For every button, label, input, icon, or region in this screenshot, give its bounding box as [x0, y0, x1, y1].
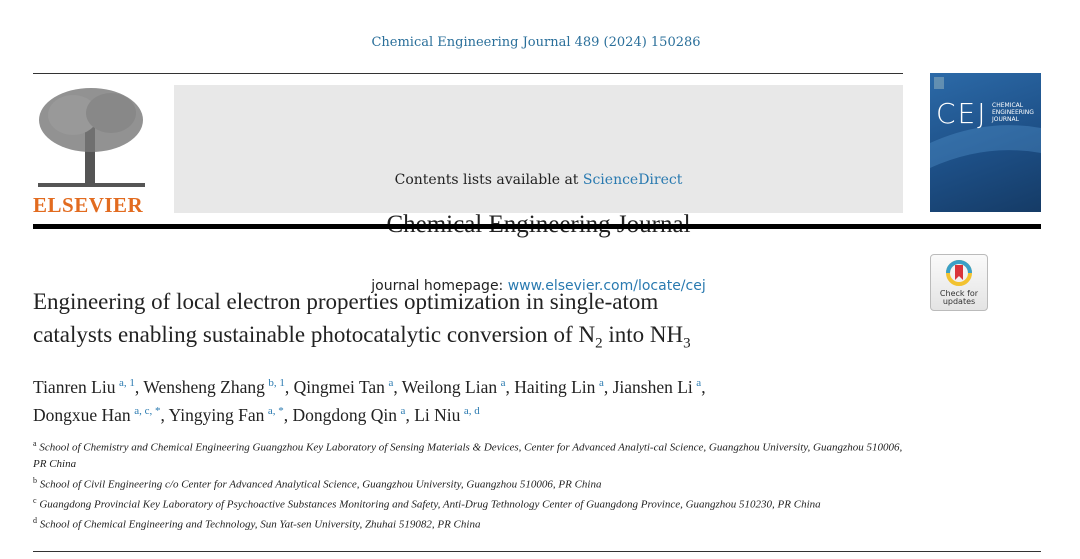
contents-line: Contents lists available at ScienceDirec… — [174, 172, 903, 188]
author-name: Li Niu — [414, 404, 461, 425]
check-for-updates-button[interactable]: Check for updates — [930, 254, 988, 311]
author[interactable]: Haiting Lin a — [514, 377, 604, 397]
author[interactable]: Weilong Lian a — [402, 377, 506, 397]
affiliation: a School of Chemistry and Chemical Engin… — [33, 436, 913, 473]
affiliation-key: a — [33, 439, 37, 448]
author-name: Haiting Lin — [514, 376, 596, 397]
check-line2: updates — [942, 297, 976, 306]
elsevier-tree-logo — [33, 85, 150, 190]
author-name: Yingying Fan — [168, 404, 265, 425]
author-affiliation-marker[interactable]: a — [400, 404, 406, 417]
homepage-line: journal homepage: www.elsevier.com/locat… — [174, 278, 903, 294]
affiliation-text: School of Civil Engineering c/o Center f… — [39, 478, 602, 491]
affiliation-key: c — [33, 495, 37, 505]
citation: Chemical Engineering Journal 489 (2024) … — [371, 35, 701, 50]
top-divider — [33, 73, 903, 74]
contents-prefix: Contents lists available at — [394, 172, 583, 188]
title-line-2a: catalysts enabling sustainable photocata… — [33, 322, 596, 347]
author[interactable]: Wensheng Zhang b, 1 — [143, 377, 285, 397]
title-line-2b: into NH — [602, 322, 684, 347]
affiliation-key: d — [33, 515, 37, 525]
author-name: Wensheng Zhang — [143, 376, 265, 397]
author-name: Dongdong Qin — [292, 404, 398, 425]
check-updates-icon — [946, 260, 972, 286]
check-line1: Check for — [939, 289, 979, 298]
author-affiliation-marker[interactable]: a, 1 — [119, 377, 135, 389]
author[interactable]: Jianshen Li a — [613, 377, 702, 397]
author-list: Tianren Liu a, 1, Wensheng Zhang b, 1, Q… — [33, 376, 706, 425]
author-name: Jianshen Li — [612, 376, 693, 397]
author[interactable]: Tianren Liu a, 1 — [33, 377, 135, 397]
author-affiliation-marker[interactable]: b, 1 — [268, 377, 285, 389]
homepage-link[interactable]: www.elsevier.com/locate/cej — [507, 278, 706, 294]
author[interactable]: Qingmei Tan a — [294, 377, 394, 397]
cover-abbrev: CEJ — [936, 97, 988, 130]
author-affiliation-marker[interactable]: a, d — [463, 404, 480, 417]
author-name: Dongxue Han — [33, 404, 131, 425]
author-affiliation-marker[interactable]: a — [500, 377, 506, 389]
affiliations: a School of Chemistry and Chemical Engin… — [33, 436, 913, 533]
affiliation-text: Guangdong Provincial Key Laboratory of P… — [39, 498, 821, 511]
journal-cover[interactable]: CEJ CHEMICAL ENGINEERING JOURNAL — [930, 73, 1041, 212]
author-name: Weilong Lian — [401, 376, 498, 397]
author[interactable]: Dongdong Qin a — [293, 405, 406, 425]
author[interactable]: Yingying Fan a, * — [169, 405, 284, 425]
bottom-divider — [33, 551, 1041, 552]
author[interactable]: Li Niu a, d — [414, 405, 480, 425]
author-affiliation-marker[interactable]: a, c, * — [134, 404, 161, 417]
author-affiliation-marker[interactable]: a, * — [267, 404, 284, 417]
cover-journal-name: CHEMICAL ENGINEERING JOURNAL — [992, 102, 1034, 123]
affiliation: b School of Civil Engineering c/o Center… — [33, 473, 913, 493]
title-line-2: catalysts enabling sustainable photocata… — [33, 322, 691, 352]
author-affiliation-marker[interactable]: a — [388, 377, 394, 389]
journal-masthead: Contents lists available at ScienceDirec… — [174, 85, 903, 294]
affiliation: d School of Chemical Engineering and Tec… — [33, 513, 913, 533]
author-affiliation-marker[interactable]: a — [598, 377, 604, 389]
author-name: Tianren Liu — [33, 376, 116, 397]
elsevier-logo: ELSEVIER — [33, 193, 144, 217]
sciencedirect-link[interactable]: ScienceDirect — [582, 172, 683, 188]
affiliation: c Guangdong Provincial Key Laboratory of… — [33, 493, 913, 513]
article-title: Engineering of local electron properties… — [33, 285, 913, 361]
affiliation-text: School of Chemical Engineering and Techn… — [39, 518, 481, 531]
affiliation-text: School of Chemistry and Chemical Enginee… — [33, 441, 903, 471]
author-name: Qingmei Tan — [293, 376, 385, 397]
affiliation-key: b — [33, 475, 37, 485]
author-affiliation-marker[interactable]: a — [696, 377, 702, 389]
homepage-prefix: journal homepage: — [371, 278, 508, 294]
author[interactable]: Dongxue Han a, c, * — [33, 405, 160, 425]
title-line-1: Engineering of local electron properties… — [33, 289, 659, 314]
thick-divider — [33, 224, 1041, 229]
